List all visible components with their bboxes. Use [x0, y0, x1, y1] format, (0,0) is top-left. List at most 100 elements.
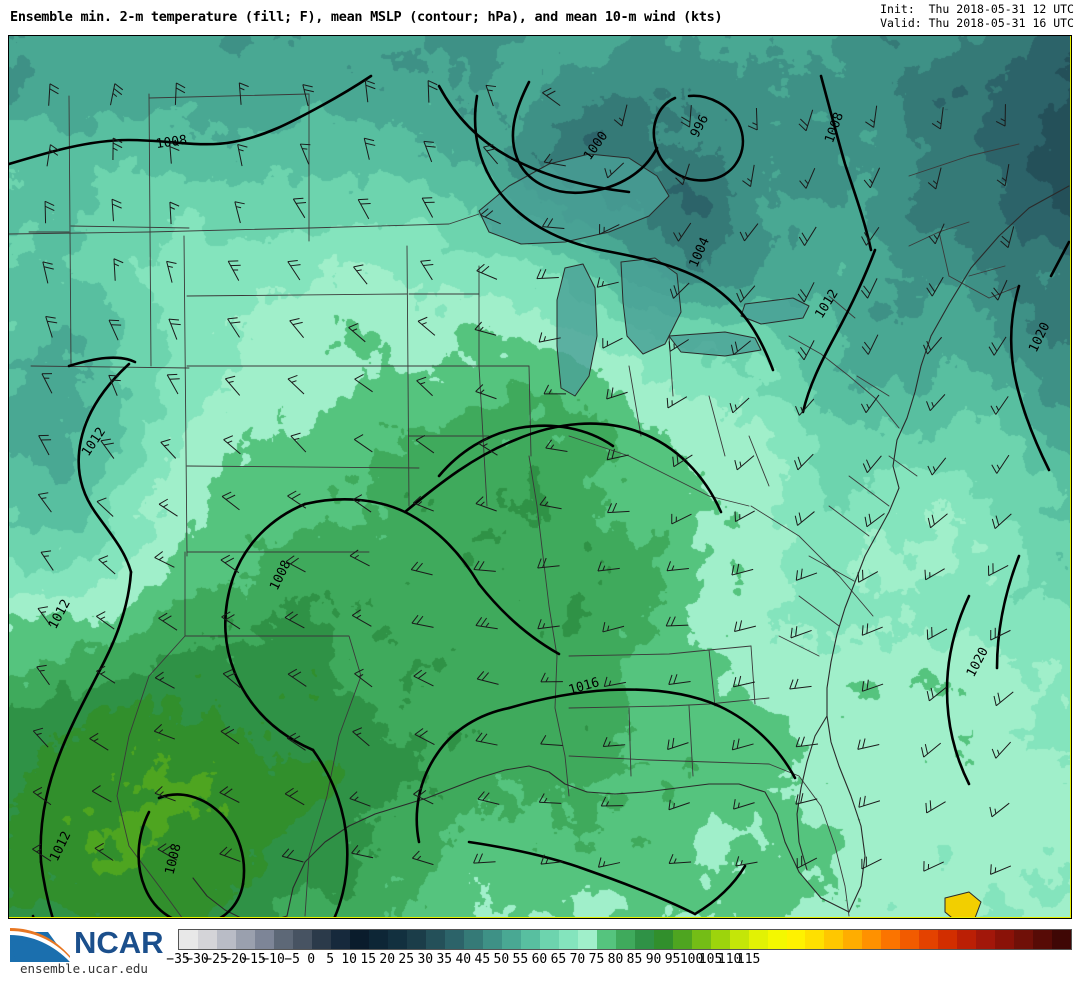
- geo-path: [995, 554, 1021, 670]
- geo-path: [568, 435, 750, 507]
- wind-barb: [668, 799, 690, 811]
- colorbar-swatch: [653, 930, 673, 949]
- wind-barb: [729, 397, 750, 414]
- wind-barb: [289, 318, 305, 339]
- colorbar-swatch: [311, 930, 331, 949]
- wind-barb: [36, 664, 50, 686]
- geo-path: [186, 465, 420, 469]
- wind-barb: [44, 200, 55, 224]
- header-bar: Ensemble min. 2-m temperature (fill; F),…: [0, 0, 1080, 34]
- colorbar-swatch: [843, 930, 863, 949]
- wind-barb: [603, 676, 626, 688]
- colorbar-tick: −5: [284, 952, 300, 967]
- wind-barb: [352, 494, 372, 513]
- wind-barb: [540, 672, 563, 683]
- wind-barb: [990, 627, 1011, 641]
- wind-barb: [606, 387, 628, 400]
- wind-barb: [668, 674, 691, 685]
- geo-path: [819, 74, 873, 252]
- geo-path: [437, 424, 615, 478]
- colorbar-swatches: [178, 929, 1072, 950]
- wind-barb: [354, 373, 373, 393]
- wind-barb: [798, 109, 814, 132]
- wind-barb: [991, 741, 1012, 759]
- wind-barb: [108, 374, 121, 396]
- contour-label: 1012: [79, 425, 109, 459]
- contour-label: 1012: [46, 597, 74, 632]
- contour-label: 1016: [567, 675, 601, 698]
- wind-barb: [799, 168, 816, 189]
- wind-barb: [739, 223, 759, 242]
- wind-barb: [417, 316, 436, 336]
- colorbar-tick: 75: [588, 952, 605, 967]
- wind-barb: [861, 679, 884, 692]
- colorbar-swatch: [1052, 930, 1072, 949]
- wind-barb: [415, 435, 435, 454]
- geo-path: [717, 704, 797, 780]
- wind-barb: [733, 799, 755, 810]
- wind-barb: [861, 226, 880, 246]
- colorbar-swatch: [292, 930, 312, 949]
- wind-barb: [89, 732, 109, 751]
- colorbar-swatch: [862, 930, 882, 949]
- colorbar-tick: 110: [717, 952, 742, 967]
- colorbar-swatch: [235, 930, 255, 949]
- wind-barb: [96, 665, 116, 684]
- wind-barb: [675, 163, 690, 186]
- geography-layer: [9, 93, 1070, 917]
- wind-barb: [540, 735, 563, 747]
- contour-label-layer: 1008 1000 996 1008 1004 1012 1020 1012 1012 1008 1…: [46, 111, 1054, 877]
- geo-path: [968, 265, 1006, 277]
- wind-barb: [224, 375, 241, 396]
- wind-barb: [734, 620, 756, 632]
- geo-path: [944, 891, 982, 917]
- geo-path: [1009, 284, 1051, 472]
- wind-barb: [154, 671, 175, 689]
- wind-barb: [747, 107, 758, 131]
- colorbar-tick: 115: [736, 952, 761, 967]
- wind-barb: [864, 513, 885, 528]
- geo-path: [224, 502, 315, 752]
- colorbar-swatch: [558, 930, 578, 949]
- wind-barb: [673, 222, 692, 242]
- wind-barb: [742, 164, 755, 187]
- wind-barb: [860, 394, 880, 414]
- geo-path: [874, 397, 900, 429]
- wind-barb: [538, 332, 561, 343]
- colorbar-swatch: [482, 930, 502, 949]
- geo-path: [948, 275, 990, 299]
- wind-barb: [545, 439, 568, 452]
- colorbar[interactable]: −35 −30 −25 −20 −15 −10 −5 0 5 10 15 20 25 30 35 40 45 50…: [166, 929, 1072, 979]
- geo-path: [856, 375, 890, 397]
- wind-barb: [153, 724, 176, 740]
- contour-label: 1020: [964, 645, 992, 680]
- wind-barb: [991, 513, 1012, 530]
- colorbar-tick: −10: [261, 952, 285, 967]
- wind-barb: [421, 197, 435, 218]
- colorbar-swatch: [501, 930, 521, 949]
- wind-barb: [286, 732, 306, 751]
- wind-barb: [795, 736, 819, 748]
- geo-path: [478, 365, 488, 507]
- geo-path: [467, 840, 697, 916]
- colorbar-swatch: [463, 930, 483, 949]
- wind-barb: [538, 793, 562, 804]
- geo-path: [67, 356, 137, 368]
- geo-path: [778, 635, 820, 657]
- geo-path: [750, 645, 756, 705]
- colorbar-swatch: [729, 930, 749, 949]
- contour-label: 996: [688, 112, 712, 140]
- colorbar-swatch: [330, 930, 350, 949]
- colorbar-tick: −25: [204, 952, 228, 967]
- colorbar-swatch: [748, 930, 768, 949]
- wind-barb: [352, 727, 370, 747]
- wind-barb: [730, 340, 752, 355]
- wind-barb: [475, 384, 497, 400]
- contour-label: 1004: [687, 235, 714, 270]
- map-panel[interactable]: 1008 1000 996 1008 1004 1012 1020 1012 1012 1008 1…: [8, 35, 1072, 919]
- geo-path: [788, 335, 876, 399]
- geo-path: [708, 649, 716, 707]
- ncar-logo[interactable]: NCAR ensemble.ucar.edu: [8, 925, 176, 978]
- wind-barb: [861, 278, 878, 299]
- wind-barb: [475, 496, 497, 512]
